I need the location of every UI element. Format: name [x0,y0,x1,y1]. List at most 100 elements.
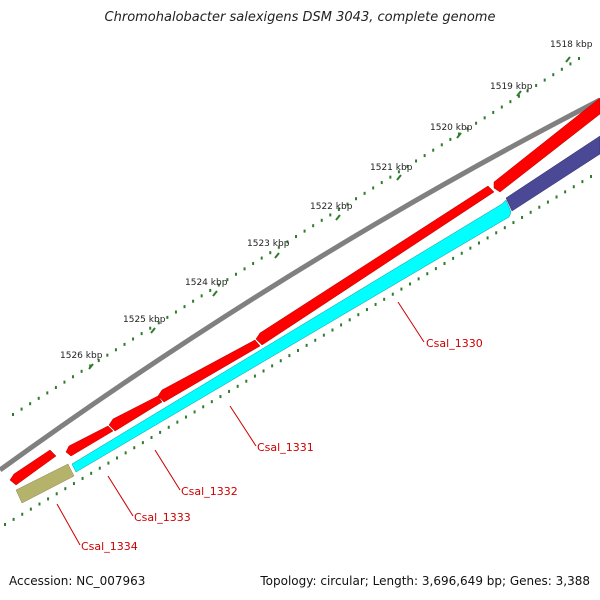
minor-tick [202,405,205,409]
minor-tick [543,78,546,82]
minor-tick [357,313,360,317]
minor-tick [228,389,231,393]
minor-tick [423,154,426,158]
gene-label[interactable]: Csal_1331 [257,441,314,454]
minor-tick [140,332,143,336]
minor-tick [200,294,203,298]
gene-csal-1330[interactable] [71,199,512,473]
minor-tick [391,292,394,296]
minor-tick [415,159,418,163]
leader-line [107,475,134,517]
minor-tick [383,297,386,301]
minor-tick [217,283,220,287]
minor-tick [192,299,195,303]
major-tick [335,214,341,221]
map-title: Chromohalobacter salexigens DSM 3043, co… [104,10,496,25]
forward-gene[interactable] [108,395,163,432]
minor-tick [500,105,503,109]
minor-tick [483,116,486,120]
minor-tick [560,67,563,71]
minor-tick [503,226,506,230]
minor-tick [132,337,135,341]
major-tick [212,290,218,297]
minor-tick [260,256,263,260]
minor-tick [460,251,463,255]
minor-tick [37,396,40,400]
minor-tick [581,180,584,184]
minor-tick [97,359,100,363]
minor-tick [509,100,512,104]
leader-line [397,301,425,343]
forward-gene[interactable] [493,97,600,193]
minor-tick [535,83,538,87]
minor-tick [355,197,358,201]
minor-tick [210,400,213,404]
minor-tick [469,246,472,250]
minor-tick [193,410,196,414]
minor-tick [277,245,280,249]
minor-tick [184,415,187,419]
minor-tick [331,328,334,332]
gene-csal-1334[interactable] [15,463,75,504]
forward-gene[interactable] [255,185,495,346]
minor-tick [372,186,375,190]
minor-tick [443,262,446,265]
minor-tick [521,215,524,219]
minor-tick [236,384,239,388]
tick-label: 1518 kbp [550,40,593,50]
minor-tick [303,229,306,233]
minor-tick [21,512,24,516]
gene-label[interactable]: Csal_1330 [426,337,483,350]
major-tick [565,56,571,63]
minor-tick [538,205,541,209]
minor-tick [98,466,101,470]
minor-tick [288,354,291,358]
minor-tick [526,89,529,93]
minor-tick [133,446,136,450]
minor-tick [590,175,592,178]
gene-label[interactable]: Csal_1333 [134,511,191,524]
minor-tick [29,507,32,511]
minor-tick [340,323,343,327]
minor-tick [12,413,14,416]
minor-tick [107,461,110,465]
forward-gene[interactable] [157,339,261,403]
minor-tick [279,359,282,363]
minor-tick [141,441,144,445]
minor-tick [374,302,377,306]
minor-tick [166,315,169,319]
minor-tick [72,482,75,486]
accession-text: Accession: NC_007963 [9,574,146,588]
minor-tick [329,213,332,217]
minor-tick [363,191,366,195]
major-tick [88,363,94,370]
minor-tick [271,364,274,368]
minor-tick [486,236,489,240]
forward-gene[interactable] [9,449,57,486]
minor-tick [365,308,368,312]
minor-tick [123,342,126,346]
minor-tick [475,121,478,125]
minor-tick [346,202,349,206]
minor-tick [90,471,93,475]
topology-text: Topology: circular; Length: 3,696,649 bp… [260,574,590,588]
minor-tick [546,200,549,204]
gene-label[interactable]: Csal_1332 [181,485,238,498]
minor-tick [409,282,412,286]
minor-tick [252,261,255,265]
minor-tick [55,492,58,496]
minor-tick [495,231,498,235]
forward-gene[interactable] [65,425,114,457]
minor-ticks [4,57,592,526]
reverse-gene-other[interactable] [505,135,600,212]
gene-label[interactable]: Csal_1334 [81,540,138,553]
minor-tick [322,333,325,337]
minor-tick [314,338,317,342]
minor-tick [555,195,558,199]
minor-tick [312,224,315,228]
major-tick [396,174,402,181]
minor-tick [29,402,32,406]
minor-tick [286,240,289,244]
minor-tick [337,208,340,212]
